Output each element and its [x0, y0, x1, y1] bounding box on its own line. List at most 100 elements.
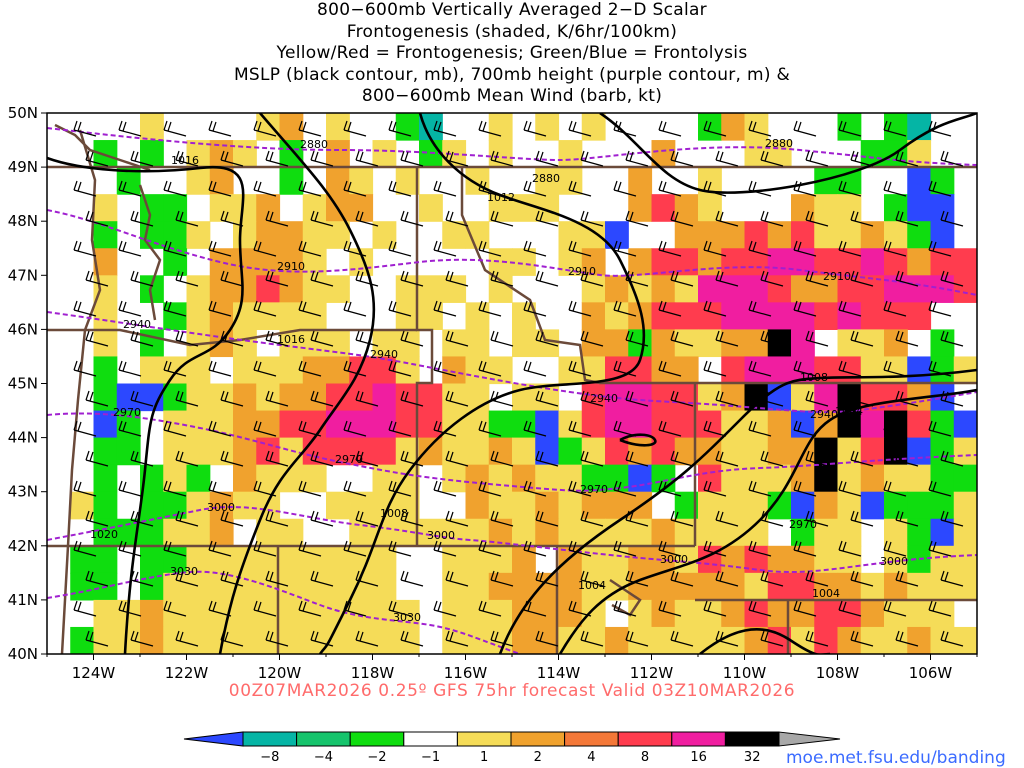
frontogenesis-cell	[767, 437, 792, 466]
frontogenesis-cell	[395, 491, 420, 520]
wind-barb	[703, 480, 727, 497]
lat-tick-label: 43N	[8, 483, 38, 501]
wind-barb	[163, 600, 187, 617]
frontogenesis-cell	[860, 248, 885, 276]
wind-barb	[445, 330, 469, 347]
frontogenesis-cell	[930, 167, 955, 195]
legend-swatch	[564, 731, 619, 747]
frontogenesis-cell	[814, 518, 839, 547]
wind-barb	[748, 600, 772, 617]
frontogenesis-cell	[837, 491, 862, 520]
wind-barb	[838, 360, 862, 377]
wind-barb	[490, 510, 514, 527]
frontogenesis-cell	[465, 329, 490, 358]
website-credit[interactable]: moe.met.fsu.edu/banding	[786, 748, 1006, 768]
wind-barb	[523, 180, 547, 197]
wind-barb	[73, 600, 97, 617]
wind-barb	[748, 300, 772, 317]
wind-barb	[265, 150, 289, 167]
wind-barb	[928, 420, 952, 437]
frontogenesis-cell	[326, 410, 350, 439]
wind-barb	[130, 210, 154, 227]
wind-barb	[670, 510, 694, 527]
frontogenesis-cell	[814, 302, 839, 330]
lat-tick-label: 42N	[8, 537, 38, 555]
wind-barb	[73, 120, 97, 137]
height-label: 2910	[277, 260, 305, 273]
frontogenesis-cell	[395, 518, 420, 547]
frontogenesis-cell	[209, 437, 234, 466]
frontogenesis-cell	[256, 464, 281, 493]
lat-tick-label: 41N	[8, 591, 38, 609]
wind-barb	[895, 510, 919, 527]
wind-barb	[703, 240, 727, 257]
wind-barb	[265, 270, 289, 287]
frontogenesis-cell	[209, 140, 234, 168]
height-label: 2910	[823, 270, 851, 283]
height-label: 2880	[300, 138, 328, 151]
wind-barb	[478, 240, 502, 257]
wind-barb	[670, 450, 694, 467]
frontogenesis-cell	[674, 599, 699, 628]
mslp-label: 1008	[380, 507, 408, 520]
frontogenesis-cell	[791, 329, 815, 358]
wind-barb	[85, 270, 109, 287]
frontogenesis-cell	[233, 437, 257, 466]
wind-barb	[748, 120, 772, 137]
frontogenesis-cell	[256, 410, 281, 439]
frontogenesis-cell	[791, 194, 815, 222]
frontogenesis-cell	[256, 545, 281, 574]
height-label: 2880	[532, 172, 560, 185]
lon-tick-label: 114W	[537, 664, 581, 682]
wind-barb	[478, 180, 502, 197]
frontogenesis-cell	[860, 626, 885, 654]
frontogenesis-cell	[628, 545, 653, 574]
frontogenesis-cell	[744, 383, 769, 412]
frontogenesis-cell	[884, 329, 908, 358]
wind-barb	[670, 390, 694, 407]
frontogenesis-cell	[326, 572, 350, 601]
legend-swatch	[403, 731, 458, 747]
frontogenesis-cell	[256, 383, 281, 412]
wind-barb	[130, 390, 154, 407]
frontogenesis-cell	[721, 302, 746, 330]
wind-barb	[310, 630, 334, 647]
frontogenesis-cell	[791, 302, 815, 330]
frontogenesis-cell	[581, 113, 606, 141]
wind-barb	[85, 570, 109, 587]
frontogenesis-cell	[233, 383, 257, 412]
frontogenesis-cell	[698, 275, 722, 303]
frontogenesis-cell	[163, 302, 188, 330]
wind-barb	[670, 270, 694, 287]
legend-swatch	[617, 731, 673, 747]
frontogenesis-cell	[419, 113, 443, 141]
wind-barb	[535, 150, 559, 167]
frontogenesis-cell	[442, 464, 467, 493]
wind-barb	[658, 120, 682, 137]
wind-barb	[220, 390, 244, 407]
frontogenesis-cell	[721, 491, 746, 520]
wind-barb	[175, 390, 199, 407]
frontogenesis-cell	[279, 599, 304, 628]
wind-barb	[658, 360, 682, 377]
wind-barb	[748, 180, 772, 197]
wind-barb	[253, 300, 277, 317]
frontogenesis-cell	[698, 464, 722, 493]
frontogenesis-cell	[535, 518, 560, 547]
frontogenesis-cell	[488, 518, 513, 547]
frontogenesis-cell	[256, 518, 281, 547]
wind-barb	[535, 390, 559, 407]
frontogenesis-cell	[209, 302, 234, 330]
wind-barb	[388, 180, 412, 197]
frontogenesis-cell	[791, 599, 815, 628]
height-contour-2910	[47, 209, 977, 296]
wind-barb	[253, 180, 277, 197]
frontogenesis-cell	[581, 545, 606, 574]
frontogenesis-cell	[860, 572, 885, 601]
frontogenesis-cell	[395, 167, 420, 195]
frontogenesis-cell	[419, 302, 443, 330]
frontogenesis-cell	[512, 626, 536, 654]
wind-barb	[490, 450, 514, 467]
frontogenesis-cell	[837, 221, 862, 249]
frontogenesis-cell	[953, 626, 977, 654]
